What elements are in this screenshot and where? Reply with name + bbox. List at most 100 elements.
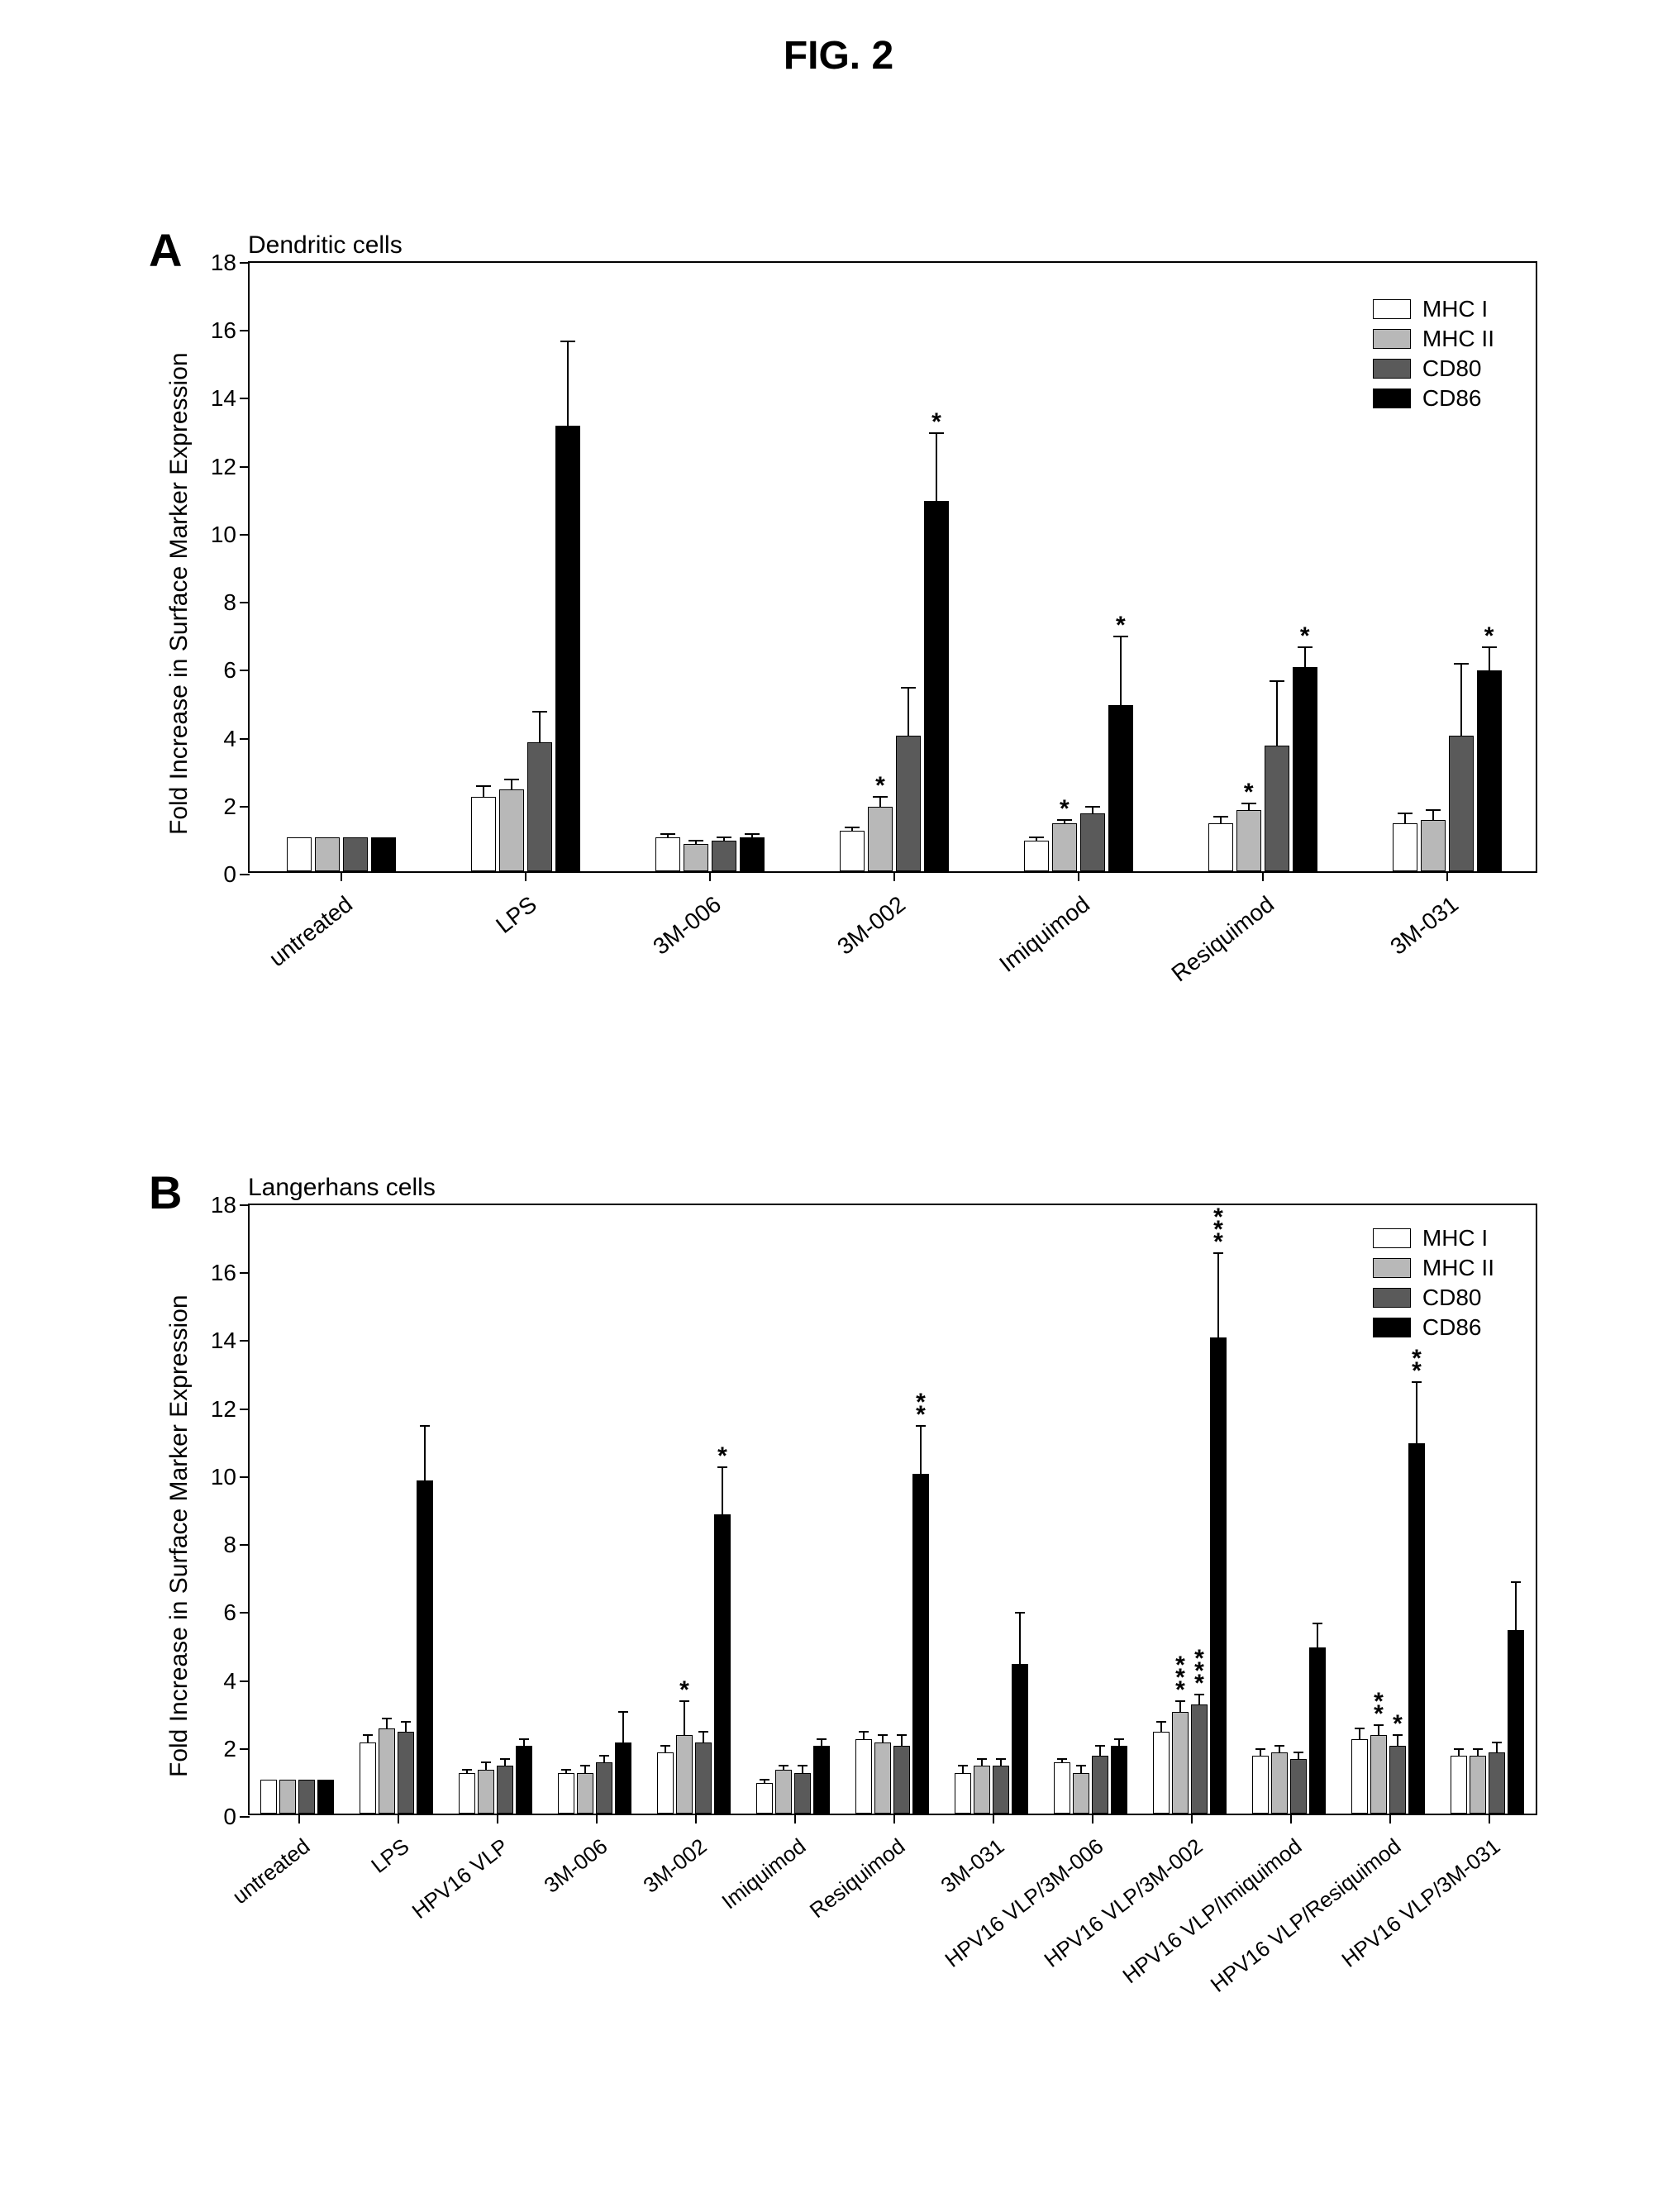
error-bar [901, 1735, 903, 1745]
panel-b-bar [893, 1746, 910, 1814]
y-tick-label: 8 [223, 1532, 236, 1558]
x-tick [794, 1814, 796, 1823]
panel-b-bar [1309, 1647, 1326, 1814]
error-bar [367, 1735, 369, 1742]
x-tick [993, 1814, 994, 1823]
error-cap [500, 1758, 510, 1760]
error-bar [863, 1732, 865, 1738]
panel-b-bar [1210, 1337, 1227, 1814]
legend-label: CD86 [1422, 385, 1482, 412]
error-cap [618, 1711, 628, 1713]
error-cap [901, 687, 916, 689]
panel-b-bar [379, 1728, 395, 1814]
y-tick [240, 874, 250, 875]
y-tick-label: 2 [223, 794, 236, 820]
error-cap [363, 1734, 373, 1736]
panel-a-bar [315, 837, 340, 871]
x-tick-label: LPS [366, 1833, 414, 1879]
panel-b-bar [1153, 1732, 1170, 1814]
x-tick-label: HPV16 VLP/Imiquimod [1117, 1833, 1307, 1989]
error-cap [817, 1738, 827, 1740]
error-bar [703, 1732, 704, 1742]
panel-b-bar [1508, 1630, 1524, 1814]
y-tick [240, 1476, 250, 1478]
panel-a-bar [840, 831, 865, 871]
panel-a-bar [1265, 746, 1289, 871]
x-tick [695, 1814, 697, 1823]
panel-b-bar [813, 1746, 830, 1814]
legend-item: MHC II [1373, 1255, 1494, 1281]
significance-marker: *** [1175, 1659, 1185, 1696]
panel-b-bar [260, 1780, 277, 1814]
panel-b-bar [1172, 1712, 1189, 1814]
error-cap [859, 1731, 869, 1733]
error-cap [760, 1779, 769, 1781]
panel-a-bar [343, 837, 368, 871]
x-tick-label: untreated [227, 1833, 315, 1909]
panel-a-bar [471, 797, 496, 871]
error-cap [1274, 1745, 1284, 1747]
x-tick [1290, 1814, 1292, 1823]
panel-b-bar [1470, 1756, 1486, 1814]
x-tick [525, 871, 526, 881]
error-cap [476, 785, 491, 787]
error-cap [660, 1745, 670, 1747]
panel-a-bar [371, 837, 396, 871]
panel-b-bar [1073, 1773, 1089, 1814]
error-bar [584, 1766, 586, 1772]
panel-b-bar [1271, 1752, 1288, 1814]
panel-b-bar [974, 1766, 990, 1814]
x-tick [341, 871, 342, 881]
error-cap [1029, 837, 1044, 838]
panel-b-bar [1489, 1752, 1505, 1814]
x-tick-label: 3M-002 [832, 891, 911, 961]
x-tick [1489, 1814, 1490, 1823]
error-bar [722, 1467, 723, 1515]
error-bar [1477, 1749, 1479, 1756]
y-tick-label: 2 [223, 1736, 236, 1762]
panel-b-bar [714, 1514, 731, 1814]
error-bar [962, 1766, 964, 1772]
legend-label: MHC II [1422, 1255, 1494, 1281]
x-tick [1262, 871, 1264, 881]
error-cap [958, 1765, 968, 1766]
error-cap [1454, 663, 1469, 665]
error-bar [485, 1762, 487, 1769]
error-bar [567, 341, 569, 427]
legend-swatch [1373, 1258, 1411, 1278]
error-cap [977, 1758, 987, 1760]
error-bar [1404, 813, 1406, 823]
error-bar [1460, 664, 1462, 735]
panel-b-bar [1054, 1762, 1070, 1814]
y-tick-label: 10 [211, 522, 236, 548]
panel-a-bar [1236, 810, 1261, 871]
error-cap [698, 1731, 708, 1733]
legend-swatch [1373, 359, 1411, 379]
error-bar [1298, 1752, 1299, 1759]
y-tick-label: 12 [211, 1396, 236, 1423]
error-cap [580, 1765, 590, 1766]
legend-item: MHC I [1373, 1225, 1494, 1251]
y-tick-label: 14 [211, 385, 236, 412]
error-bar [1118, 1739, 1120, 1746]
panel-b-bar [1370, 1735, 1387, 1814]
y-tick [240, 1340, 250, 1342]
error-bar [1120, 636, 1122, 704]
y-tick [240, 1544, 250, 1546]
error-cap [779, 1765, 788, 1766]
error-cap [599, 1755, 609, 1757]
panel-b-bar [1012, 1664, 1028, 1814]
panel-b-bar [993, 1766, 1009, 1814]
legend-item: CD80 [1373, 1285, 1494, 1311]
y-tick [240, 738, 250, 740]
y-tick [240, 1680, 250, 1682]
y-tick [240, 806, 250, 808]
y-tick-label: 0 [223, 1804, 236, 1830]
y-tick-label: 10 [211, 1464, 236, 1490]
panel-b-bar [279, 1780, 296, 1814]
error-bar [1019, 1613, 1021, 1664]
panel-b-bar [1389, 1746, 1406, 1814]
error-cap [504, 779, 519, 780]
significance-marker: * [1060, 803, 1070, 815]
error-bar [920, 1426, 922, 1474]
